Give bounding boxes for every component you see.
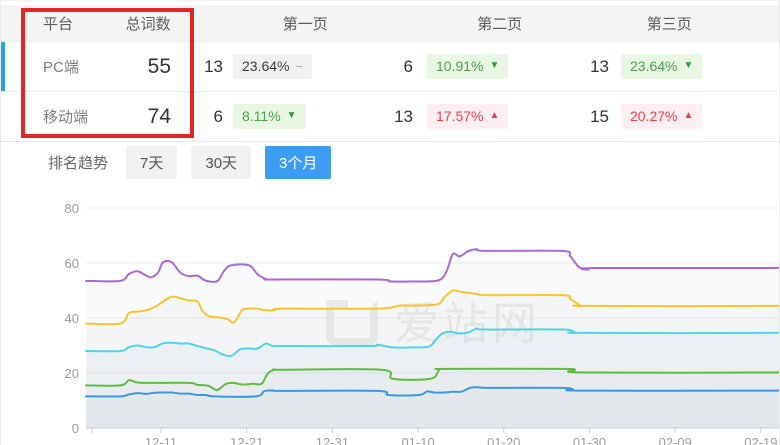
percent-value: 8.11%	[242, 108, 281, 125]
table-row-pc[interactable]: PC端 55 13 23.64% − 6 10.91% ▼ 13 23.64% …	[1, 41, 779, 91]
percent-value: 20.27%	[630, 108, 678, 125]
svg-text:60: 60	[65, 256, 79, 271]
tab-30-days[interactable]: 30天	[191, 145, 252, 179]
platform-label: PC端	[43, 59, 79, 76]
percent-value: 10.91%	[436, 58, 484, 75]
purple-line	[85, 248, 779, 283]
total-words-value: 74	[147, 104, 171, 128]
percent-value: 17.57%	[436, 108, 484, 125]
page3-count: 13	[590, 56, 609, 76]
svg-text:01-30: 01-30	[573, 435, 606, 445]
svg-text:20: 20	[65, 366, 79, 381]
page1-count: 6	[213, 106, 223, 126]
svg-text:40: 40	[65, 311, 79, 326]
page3-change-badge: 23.64% ▼	[621, 54, 703, 79]
svg-text:01-20: 01-20	[487, 435, 520, 445]
page3-change-badge: 20.27% ▲	[621, 104, 703, 129]
table-header-row: 平台 总词数 第一页 第二页 第三页	[1, 5, 779, 41]
up-arrow-icon: ▲	[489, 110, 500, 122]
yellow-line	[85, 289, 779, 326]
page2-count: 6	[403, 56, 413, 76]
percent-value: 23.64%	[242, 58, 290, 75]
tab-7-days[interactable]: 7天	[126, 145, 178, 179]
total-words-value: 55	[147, 54, 171, 78]
svg-text:0: 0	[72, 421, 79, 436]
page3-count: 15	[590, 106, 609, 126]
svg-text:01-10: 01-10	[401, 435, 434, 445]
page2-change-badge: 10.91% ▼	[427, 54, 509, 79]
watermark: 爱站网	[326, 300, 541, 346]
green-line	[85, 367, 779, 392]
cyan-line	[85, 327, 779, 358]
dash-icon: −	[295, 58, 304, 74]
rank-trend-chart: 爱站网 0 20 40 60 80 12-11 12-21 12-31 01-10 01-20 01…	[1, 182, 779, 445]
aizhan-logo-icon	[326, 300, 378, 346]
blue-line	[85, 386, 779, 398]
col-header-page2: 第二页	[477, 15, 523, 33]
table-row-mobile[interactable]: 移动端 74 6 8.11% ▼ 13 17.57% ▲ 15 20.27% ▲	[1, 91, 779, 141]
col-header-platform: 平台	[43, 15, 74, 33]
down-arrow-icon: ▼	[286, 110, 297, 122]
trend-line-chart: 0 20 40 60 80 12-11 12-21 12-31 01-10 01-20 01-30 0…	[65, 201, 779, 445]
col-header-page1: 第一页	[282, 15, 328, 33]
col-header-page3: 第三页	[646, 15, 692, 33]
platform-label: 移动端	[43, 109, 89, 126]
trend-section-label: 排名趋势	[48, 154, 109, 172]
page1-count: 13	[204, 56, 223, 76]
svg-text:80: 80	[65, 201, 79, 216]
down-arrow-icon: ▼	[489, 60, 500, 72]
svg-text:12-31: 12-31	[316, 435, 349, 445]
trend-toolbar: 排名趋势 7天 30天 3个月	[1, 141, 779, 182]
page2-count: 13	[394, 106, 413, 126]
percent-value: 23.64%	[630, 58, 678, 75]
watermark-text: 爱站网	[394, 301, 541, 346]
tab-3-months[interactable]: 3个月	[265, 145, 332, 179]
col-header-total-words: 总词数	[125, 15, 171, 33]
down-arrow-icon: ▼	[683, 60, 694, 72]
page1-change-badge: 8.11% ▼	[233, 104, 306, 129]
svg-text:12-11: 12-11	[145, 435, 177, 445]
svg-text:02-19: 02-19	[744, 435, 777, 445]
page2-change-badge: 17.57% ▲	[427, 104, 509, 129]
svg-text:12-21: 12-21	[230, 435, 263, 445]
up-arrow-icon: ▲	[683, 110, 694, 122]
svg-text:02-09: 02-09	[659, 435, 692, 445]
page1-change-badge: 23.64% −	[233, 54, 313, 79]
